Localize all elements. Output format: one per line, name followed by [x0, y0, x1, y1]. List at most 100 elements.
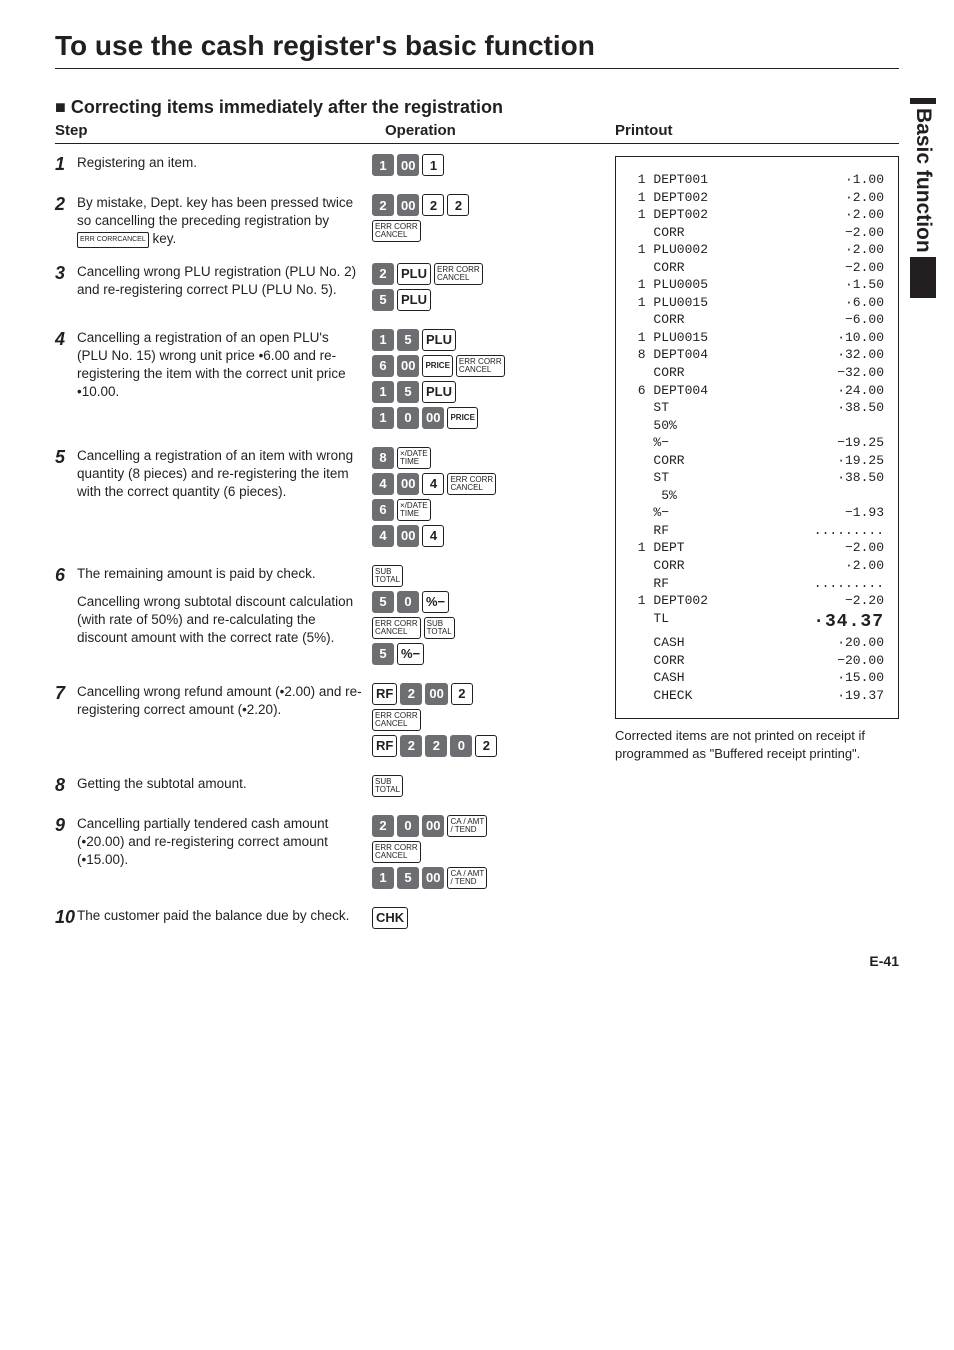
key-row: 4004	[372, 525, 602, 547]
digit-key: 1	[372, 329, 394, 351]
pct-minus-key: %−	[397, 643, 424, 665]
plu-key: PLU	[422, 329, 456, 351]
step-text: Getting the subtotal amount.	[77, 775, 372, 801]
step-row: 3Cancelling wrong PLU registration (PLU …	[55, 263, 615, 315]
receipt-box: 1 DEPT001·1.00 1 DEPT002·2.00 1 DEPT002·…	[615, 156, 899, 719]
digit-key: 00	[397, 154, 419, 176]
receipt-line: 1 DEPT001·1.00	[630, 171, 884, 189]
digit-key: 2	[475, 735, 497, 757]
step-operation: SUBTOTAL	[372, 775, 602, 801]
digit-key: 2	[400, 683, 422, 705]
digit-key: 5	[397, 381, 419, 403]
receipt-line: 50%	[630, 417, 884, 435]
digit-key: 1	[372, 154, 394, 176]
step-text: Cancelling partially tendered cash amoun…	[77, 815, 372, 893]
digit-key: 5	[372, 643, 394, 665]
err-corr-key: ERR CORRCANCEL	[456, 355, 505, 377]
column-headers: Step Operation Printout	[55, 122, 899, 144]
rf-key: RF	[372, 735, 397, 757]
receipt-line: RF.........	[630, 575, 884, 593]
digit-key: 2	[425, 735, 447, 757]
subtotal-key: SUBTOTAL	[372, 565, 403, 587]
step-operation: 15PLU600PRICEERR CORRCANCEL15PLU1000PRIC…	[372, 329, 602, 433]
digit-key: 00	[397, 355, 419, 377]
key-row: ERR CORRCANCEL	[372, 709, 602, 731]
header-printout: Printout	[615, 122, 899, 139]
step-operation: 1001	[372, 154, 602, 180]
step-number: 2	[55, 194, 77, 249]
step-operation: 2000CA / AMT/ TENDERR CORRCANCEL1500CA /…	[372, 815, 602, 893]
digit-key: 6	[372, 355, 394, 377]
step-text-extra: Cancelling wrong subtotal discount calcu…	[77, 593, 362, 648]
digit-key: 6	[372, 499, 394, 521]
step-number: 9	[55, 815, 77, 893]
err_corr-key-inline: ERR CORRCANCEL	[77, 232, 149, 248]
receipt-line: 1 DEPT002−2.20	[630, 592, 884, 610]
digit-key: 8	[372, 447, 394, 469]
receipt-line: %−−1.93	[630, 504, 884, 522]
receipt-line: CORR·19.25	[630, 452, 884, 470]
title-rule	[55, 68, 899, 69]
receipt-line: ST·38.50	[630, 469, 884, 487]
digit-key: 2	[422, 194, 444, 216]
header-operation: Operation	[385, 122, 615, 139]
step-row: 10The customer paid the balance due by c…	[55, 907, 615, 933]
receipt-line: CASH·15.00	[630, 669, 884, 687]
subtotal-key: SUBTOTAL	[424, 617, 455, 639]
key-row: 1500CA / AMT/ TEND	[372, 867, 602, 889]
digit-key: 00	[397, 194, 419, 216]
key-row: ERR CORRCANCEL	[372, 220, 602, 242]
receipt-line: CASH·20.00	[630, 634, 884, 652]
key-row: 600PRICEERR CORRCANCEL	[372, 355, 602, 377]
step-text: Cancelling wrong refund amount (•2.00) a…	[77, 683, 372, 761]
receipt-line: %−−19.25	[630, 434, 884, 452]
err-corr-key: ERR CORRCANCEL	[372, 617, 421, 639]
step-number: 8	[55, 775, 77, 801]
digit-key: 2	[451, 683, 473, 705]
receipt-line: RF.........	[630, 522, 884, 540]
chk-key: CHK	[372, 907, 408, 929]
digit-key: 2	[400, 735, 422, 757]
digit-key: 0	[450, 735, 472, 757]
digit-key: 00	[422, 815, 444, 837]
receipt-line: 1 DEPT−2.00	[630, 539, 884, 557]
printout-column: 1 DEPT001·1.00 1 DEPT002·2.00 1 DEPT002·…	[615, 154, 899, 947]
subtotal-key: SUBTOTAL	[372, 775, 403, 797]
digit-key: 00	[397, 473, 419, 495]
receipt-line: CORR−32.00	[630, 364, 884, 382]
key-row: 2PLUERR CORRCANCEL	[372, 263, 602, 285]
step-number: 7	[55, 683, 77, 761]
receipt-line: CORR−2.00	[630, 224, 884, 242]
digit-key: 1	[372, 407, 394, 429]
digit-key: 00	[422, 867, 444, 889]
key-row: 8×/DATETIME	[372, 447, 602, 469]
section-title: ■ Correcting items immediately after the…	[55, 97, 899, 118]
receipt-line: CORR·2.00	[630, 557, 884, 575]
err-corr-key: ERR CORRCANCEL	[372, 841, 421, 863]
plu-key: PLU	[422, 381, 456, 403]
step-row: 8Getting the subtotal amount.SUBTOTAL	[55, 775, 615, 801]
step-row: 6The remaining amount is paid by check.C…	[55, 565, 615, 669]
page-title: To use the cash register's basic functio…	[55, 30, 899, 62]
pct-minus-key: %−	[422, 591, 449, 613]
key-row: 15PLU	[372, 381, 602, 403]
ca-amt-key: CA / AMT/ TEND	[447, 867, 487, 889]
err-corr-key: ERR CORRCANCEL	[372, 220, 421, 242]
step-text: Registering an item.	[77, 154, 372, 180]
digit-key: 2	[372, 263, 394, 285]
steps-column: 1Registering an item.10012By mistake, De…	[55, 154, 615, 947]
key-row: RF2002	[372, 683, 602, 705]
receipt-note: Corrected items are not printed on recei…	[615, 727, 899, 762]
header-step: Step	[55, 122, 385, 139]
step-row: 4Cancelling a registration of an open PL…	[55, 329, 615, 433]
digit-key: 5	[372, 591, 394, 613]
receipt-line: 6 DEPT004·24.00	[630, 382, 884, 400]
step-number: 6	[55, 565, 77, 669]
plu-key: PLU	[397, 289, 431, 311]
step-row: 9Cancelling partially tendered cash amou…	[55, 815, 615, 893]
key-row: 15PLU	[372, 329, 602, 351]
step-number: 1	[55, 154, 77, 180]
digit-key: 4	[372, 525, 394, 547]
digit-key: 0	[397, 407, 419, 429]
key-row: 6×/DATETIME	[372, 499, 602, 521]
